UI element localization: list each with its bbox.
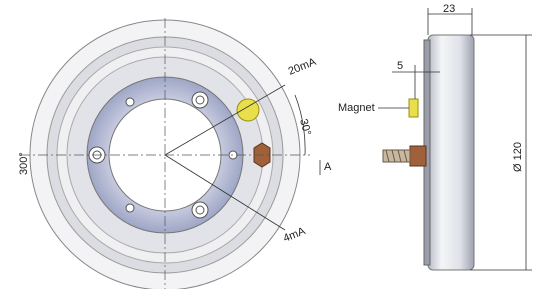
side-view	[378, 8, 532, 270]
label-300deg: 300°	[18, 152, 30, 175]
label-offset: 5	[397, 60, 403, 72]
label-section: A	[324, 161, 332, 173]
label-20ma: 20mA	[287, 56, 319, 78]
front-view	[20, 18, 320, 289]
label-diameter: Ø 120	[512, 142, 524, 172]
label-30deg: 30°	[297, 118, 313, 137]
label-magnet: Magnet	[338, 102, 375, 114]
drawing: 20mA 30° 300° A 4mA 23 5 Magnet Ø 120	[0, 0, 536, 289]
label-4ma: 4mA	[282, 225, 308, 245]
label-width: 23	[443, 3, 455, 15]
